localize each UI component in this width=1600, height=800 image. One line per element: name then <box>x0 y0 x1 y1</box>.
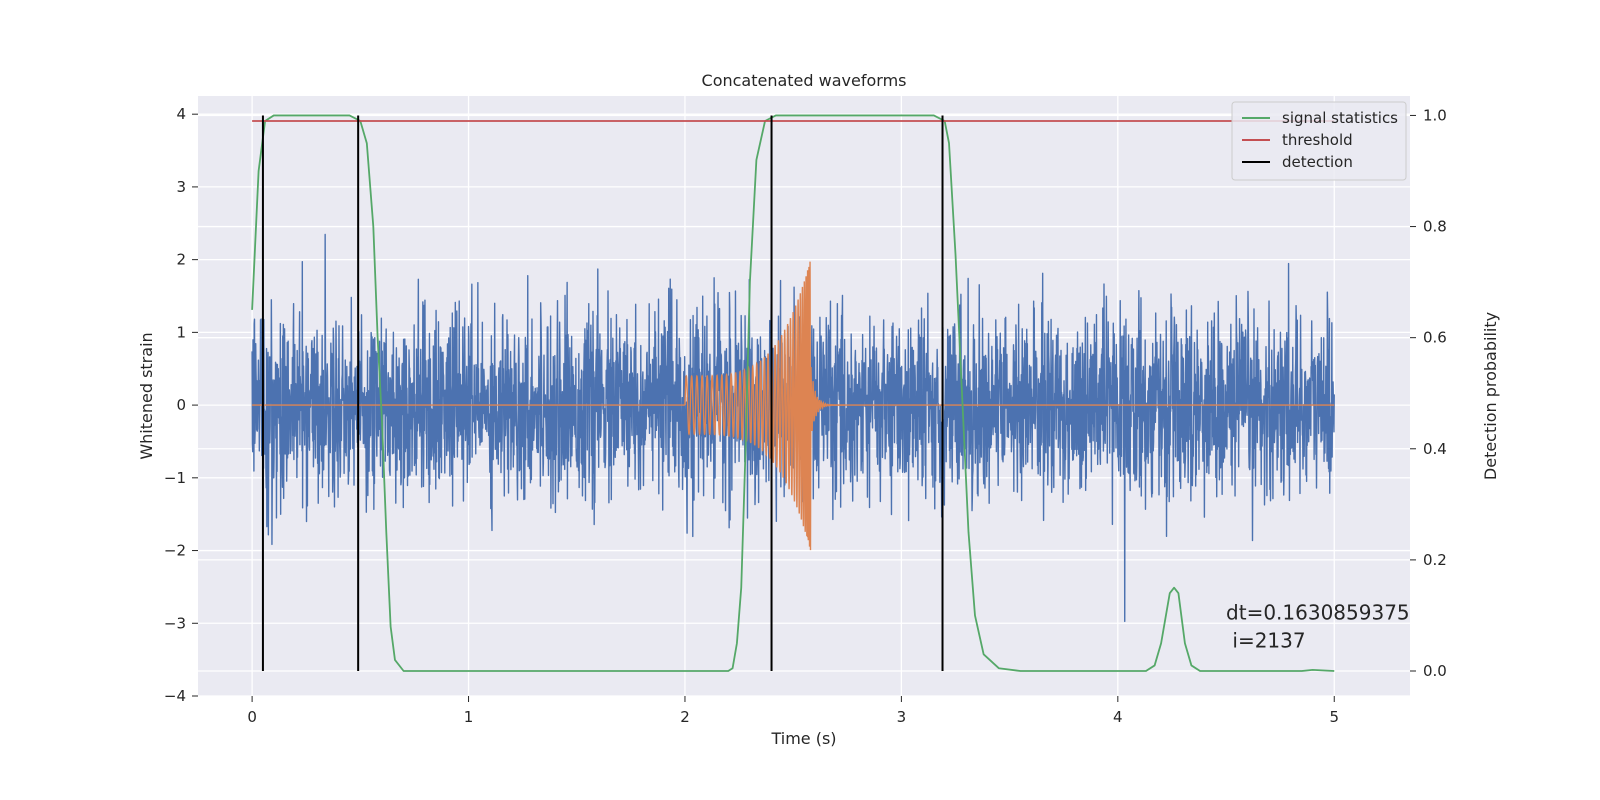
legend-label: signal statistics <box>1282 109 1398 127</box>
y-tick-label: 2 <box>176 251 186 269</box>
y-tick-label: 0 <box>176 396 186 414</box>
y-tick-label: 3 <box>176 178 186 196</box>
x-tick-label: 0 <box>247 708 257 726</box>
legend-label: threshold <box>1282 131 1353 149</box>
y2-tick-label: 0.2 <box>1423 551 1447 569</box>
chart-title: Concatenated waveforms <box>702 71 907 90</box>
x-tick-label: 3 <box>897 708 907 726</box>
y-tick-label: −2 <box>164 542 186 560</box>
y-tick-label: −1 <box>164 469 186 487</box>
annotation-index: i=2137 <box>1226 629 1306 653</box>
x-tick-label: 2 <box>680 708 690 726</box>
legend: signal statistics threshold detection <box>1231 101 1407 181</box>
axes-layer: 0 1 2 3 4 5 −4 −3 −2 −1 0 1 2 3 4 0.0 0.2 0.4 0.6 0.8 1.0 <box>164 105 1447 726</box>
y2-tick-label: 0.0 <box>1423 662 1447 680</box>
chirp-series-line <box>684 261 846 551</box>
y-tick-label: 1 <box>176 323 186 341</box>
series-layer <box>251 114 1335 672</box>
signal-statistics-line <box>251 114 1335 672</box>
y-tick-label: 4 <box>176 105 186 123</box>
y2-tick-label: 0.4 <box>1423 440 1447 458</box>
x-tick-label: 4 <box>1113 708 1123 726</box>
y2-tick-label: 0.8 <box>1423 218 1447 236</box>
y-tick-label: −4 <box>164 687 186 705</box>
y-axis-label: Whitened strain <box>137 332 156 459</box>
legend-box <box>1231 101 1407 181</box>
annotation: dt=0.1630859375 i=2137 <box>1226 601 1410 653</box>
y-tick-label: −3 <box>164 614 186 632</box>
y2-tick-label: 1.0 <box>1423 106 1447 124</box>
legend-label: detection <box>1282 153 1353 171</box>
x-axis-label: Time (s) <box>770 729 836 748</box>
annotation-dt: dt=0.1630859375 <box>1226 601 1410 625</box>
x-tick-label: 5 <box>1329 708 1339 726</box>
y2-axis-label: Detection probability <box>1481 312 1500 480</box>
strain-series-line <box>251 233 1335 623</box>
x-tick-label: 1 <box>464 708 474 726</box>
y2-tick-label: 0.6 <box>1423 329 1447 347</box>
